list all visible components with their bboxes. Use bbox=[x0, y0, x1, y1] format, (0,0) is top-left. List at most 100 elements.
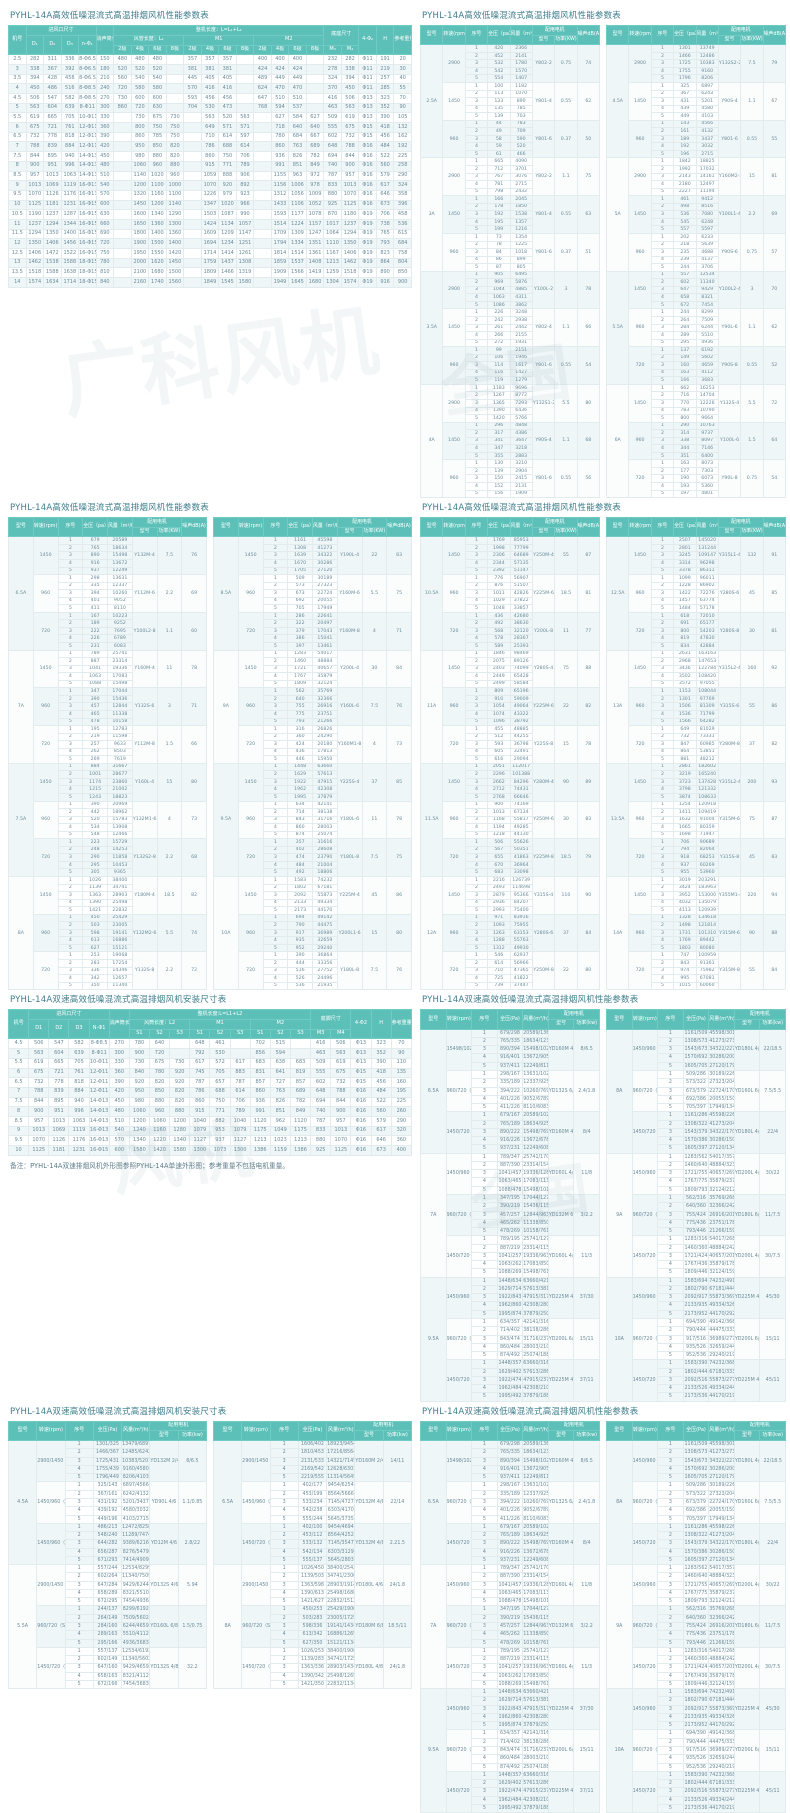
table-row: 5 1566 64282 bbox=[607, 717, 786, 727]
cell-pressure: 843 bbox=[287, 815, 313, 825]
cell-airflow: 44170/29240 bbox=[708, 1309, 735, 1320]
table-cell: 367 bbox=[43, 63, 62, 75]
table-cell: Φ19 bbox=[358, 209, 377, 220]
cell-pressure: 1962 bbox=[287, 785, 313, 794]
cell-airflow: 17044/12783 bbox=[522, 1605, 549, 1615]
cell-pressure: 317 bbox=[487, 429, 511, 438]
table-cell: 615 bbox=[393, 228, 412, 240]
cell-airflow: 34322 bbox=[312, 551, 338, 560]
cell-airflow: 3032 bbox=[695, 142, 719, 151]
cell-model: 7A bbox=[8, 649, 34, 764]
table-row: 5 1086 3862 bbox=[421, 300, 600, 310]
table-cell: 604 bbox=[43, 102, 62, 114]
cell-airflow: 53960 bbox=[695, 868, 719, 877]
cell-airflow: 13672/9052 bbox=[522, 1053, 549, 1063]
section-title-dual-perf-3: PYHL-14A双速高效低噪混流式高温排烟风机性能参数表 bbox=[422, 1406, 639, 1417]
cell-noise: 68 bbox=[576, 421, 601, 461]
cell-index: 5 bbox=[64, 1514, 94, 1524]
cell-motor-power: 132 bbox=[740, 536, 764, 576]
th-index: 序号 bbox=[269, 1420, 299, 1442]
cell-motor-power: 30/7.5 bbox=[759, 1235, 786, 1278]
table-row: 5 446 15950 bbox=[214, 755, 412, 764]
cell-pressure: 874 bbox=[287, 830, 313, 840]
cell-index: 2 bbox=[650, 581, 675, 591]
cell-airflow: 48884/24290 bbox=[708, 1243, 735, 1253]
cell-index: 3 bbox=[471, 1375, 498, 1386]
dual-b3b-body: 6.5A15498/10260（S1）1679/29820589/13631YD… bbox=[420, 1440, 600, 1813]
cell-index: 5 bbox=[471, 1061, 498, 1072]
cell-motor-model: YD225M 4/6 bbox=[733, 1276, 761, 1319]
table-cell: 1849 bbox=[200, 277, 220, 288]
table-cell: 570 bbox=[108, 1135, 130, 1146]
table-cell bbox=[165, 73, 185, 85]
cell-motor-power: 24/1.8 bbox=[382, 1564, 413, 1607]
cell-rpm: 1450/720（S3） bbox=[445, 1235, 473, 1278]
table-cell: 357 bbox=[218, 54, 237, 65]
table-row: 8A 1450 1 1026 38400 Y180M-4 18.5 82 bbox=[8, 875, 207, 991]
cell-pressure: 1174 bbox=[82, 777, 108, 787]
cell-index: 5 bbox=[269, 1638, 299, 1648]
cell-noise: 69 bbox=[762, 195, 787, 234]
table-cell: 1350 bbox=[340, 238, 360, 249]
table-cell bbox=[305, 102, 325, 114]
cell-index: 1 bbox=[650, 383, 675, 393]
cell-motor-power: 7.5 bbox=[361, 951, 388, 991]
table-cell: 1070 bbox=[25, 189, 45, 201]
table-cell: 240 bbox=[95, 83, 115, 94]
cell-rpm: 960 bbox=[32, 913, 59, 953]
cell-noise: 74 bbox=[576, 44, 601, 84]
cell-noise: 73 bbox=[181, 800, 207, 840]
cell-pressure: 1583/390 bbox=[682, 1359, 710, 1369]
cell-pressure: 367 bbox=[673, 89, 697, 99]
table-row: 7 788 839 884 12-Φ11 420 950 850 820 786 688 614 860… bbox=[8, 141, 412, 153]
cell-model: 11.5A bbox=[419, 762, 444, 877]
cell-pressure: 1041 bbox=[82, 664, 108, 674]
perf-b5-body: 10.5A 1450 1 1769 85953 Y250M-4 55 87 2 1998 77799… bbox=[419, 536, 601, 991]
cell-pressure: 532 bbox=[487, 59, 511, 68]
cell-airflow: 42308/28003 bbox=[522, 1712, 549, 1723]
cell-airflow: 8110 bbox=[107, 604, 133, 613]
cell-rpm: 1450/960（S3） bbox=[36, 1522, 66, 1566]
table-row: 9A1450/960（S1）11283/56254017/35769YD200L… bbox=[606, 1152, 786, 1278]
table-cell: 906 bbox=[235, 170, 255, 182]
cell-airflow: 41273/27323 bbox=[708, 1448, 735, 1458]
th-rpm: 转速(rpm) bbox=[628, 517, 652, 538]
table-cell: 778 bbox=[48, 1077, 70, 1088]
cell-pressure: 1218 bbox=[487, 830, 511, 840]
cell-airflow: 15436 bbox=[107, 694, 133, 704]
cell-airflow: 2131 bbox=[509, 482, 533, 491]
cell-airflow: 63660/42141 bbox=[522, 1688, 549, 1698]
cell-noise: 76 bbox=[386, 687, 412, 727]
table-cell: 12-Φ11 bbox=[88, 1067, 110, 1079]
cell-motor-power: 18.5 bbox=[554, 574, 578, 613]
table-row: 12 1350 1406 1456 16-Φ15 720 1900 1500 1400 1694 1… bbox=[8, 238, 412, 249]
table-row: 720 1 506 55626 Y225M-8 18.5 79 bbox=[421, 838, 601, 877]
cell-pressure: 1705 bbox=[287, 566, 313, 576]
cell-pressure: 618 bbox=[673, 611, 697, 621]
cell-index: 1 bbox=[471, 1317, 498, 1328]
cell-airflow: 10453 bbox=[107, 860, 133, 870]
cell-index: 5 bbox=[464, 263, 489, 272]
cell-pressure: 557/137 bbox=[92, 1646, 123, 1657]
cell-pressure: 692/386 bbox=[682, 1506, 710, 1516]
cell-pressure: 2173 bbox=[287, 906, 313, 915]
cell-airflow: 91004 bbox=[695, 815, 719, 825]
cell-model: 12.5A bbox=[605, 536, 630, 651]
cell-motor-power: 0.75 bbox=[740, 459, 764, 499]
cell-airflow: 12249/8110 bbox=[522, 1473, 549, 1483]
cell-index: 3 bbox=[464, 285, 489, 295]
table-row: 2 790 44475 bbox=[214, 921, 412, 930]
th-airflow: 风量（m³/h） bbox=[107, 517, 133, 538]
cell-index: 2 bbox=[471, 1572, 498, 1582]
table-cell: 162 bbox=[393, 131, 412, 143]
cell-airflow: 47365 bbox=[509, 966, 533, 976]
cell-pressure: 1767 bbox=[287, 672, 313, 681]
cell-airflow: 84296 bbox=[509, 777, 533, 787]
th-m1-s2: S2 bbox=[209, 1028, 231, 1040]
cell-motor-model: YD132M 4/6 bbox=[354, 1481, 384, 1524]
cell-index: 1 bbox=[262, 536, 289, 545]
cell-index: 2 bbox=[269, 1531, 299, 1541]
th-phi2: 4-Φ₂ bbox=[358, 24, 377, 56]
cell-rpm: 1450/720（S3） bbox=[631, 1646, 659, 1690]
